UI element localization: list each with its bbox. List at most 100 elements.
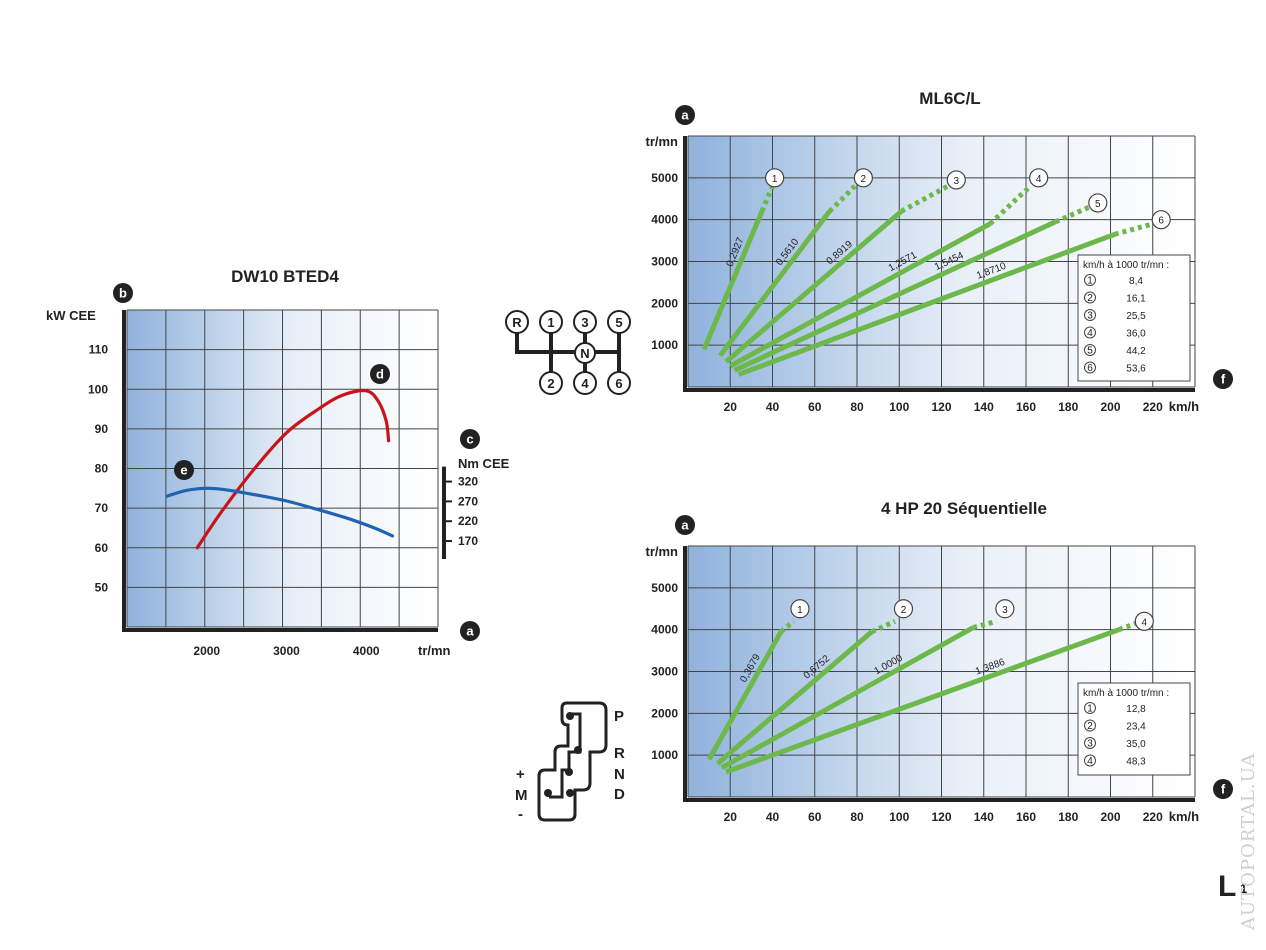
aut-legend-value: 23,4	[1126, 722, 1146, 733]
aut-gear-badge-circle	[790, 599, 810, 619]
engine-x-badge-circle	[460, 621, 480, 641]
selector-dot-r	[574, 746, 582, 754]
man-gear-3-line	[724, 209, 903, 364]
aut-legend-value: 48,3	[1126, 757, 1146, 768]
engine-x-axis-label: tr/mn	[418, 643, 451, 658]
svg-text:3: 3	[581, 315, 588, 330]
engine-torque-badge-letter: e	[180, 463, 187, 478]
selector-label-minus: -	[518, 806, 523, 823]
man-gear-badge-circle	[1088, 193, 1108, 213]
man-legend: km/h à 1000 tr/mn : 1 8,4 2 16,1 3 25,5 4 36,0 5 4…	[1077, 254, 1191, 382]
engine-y2-tick: 320	[458, 475, 478, 489]
manual-chart-marks: 10,292720,561030,891941,257151,545461,87…	[701, 168, 1191, 382]
engine-torque-badge-circle	[174, 460, 194, 480]
aut-y-badge: a	[675, 515, 695, 535]
aut-x-tick: 40	[766, 810, 780, 824]
man-gear-6-line	[737, 231, 1116, 377]
manual-gearbox-chart: ML6C/L atr/mn 1000 2000 3000 4000 5000 20 40 60 8…	[646, 89, 1233, 414]
aut-x-badge-letter: f	[1221, 782, 1226, 797]
man-y-tick: 3000	[651, 255, 678, 269]
man-legend-gear-circle	[1084, 291, 1096, 304]
man-gear-badge-circle	[1151, 210, 1171, 230]
aut-y-badge-circle	[675, 515, 695, 535]
engine-y-tick: 100	[88, 382, 108, 396]
svg-text:1: 1	[547, 315, 554, 330]
man-gear-3-dotted	[900, 184, 950, 214]
aut-gear-1-badge: 1	[790, 599, 810, 619]
aut-x-axis-label: km/h	[1169, 809, 1199, 824]
man-x-tick: 40	[766, 400, 780, 414]
aut-legend-value: 35,0	[1126, 739, 1146, 750]
engine-y-tick: 90	[95, 422, 109, 436]
engine-x-tick: 4000	[353, 644, 380, 658]
man-gear-badge-label: 4	[1036, 174, 1042, 185]
aut-gear-badge-circle	[1134, 611, 1154, 631]
aut-gear-2-line	[715, 629, 874, 766]
man-gear-badge-circle	[853, 168, 873, 188]
man-legend-gear-circle	[1084, 274, 1096, 286]
selector-dot-m	[544, 789, 552, 797]
aut-x-tick: 120	[931, 810, 951, 824]
man-legend-gear-circle	[1084, 344, 1096, 356]
man-gear-2-dotted	[827, 184, 857, 214]
aut-x-tick: 80	[850, 810, 864, 824]
aut-legend-title: km/h à 1000 tr/mn :	[1083, 688, 1169, 699]
aut-gear-3-line	[720, 625, 975, 770]
selector-label-r: R	[614, 745, 625, 762]
engine-y2-tick: 170	[458, 534, 478, 548]
man-y-badge-letter: a	[681, 108, 689, 123]
man-y-tick: 5000	[651, 171, 678, 185]
man-legend-value: 8,4	[1129, 276, 1143, 287]
man-x-tick: 160	[1016, 400, 1036, 414]
man-y-tick: 4000	[651, 213, 678, 227]
aut-legend: km/h à 1000 tr/mn : 1 12,8 2 23,4 3 35,0 4 48,3	[1077, 682, 1191, 776]
man-y-axis-label: tr/mn	[646, 134, 679, 149]
selector-label-p: P	[614, 708, 624, 725]
engine-y-axis-label: kW CEE	[46, 308, 96, 323]
man-gear-5-line	[733, 219, 1057, 373]
selector-label-d: D	[614, 786, 625, 803]
man-legend-gear: 5	[1087, 346, 1093, 357]
aut-x-tick: 20	[724, 810, 738, 824]
man-legend-gear: 6	[1087, 363, 1093, 374]
aut-legend-gear: 3	[1087, 739, 1093, 750]
aut-gear-2-badge: 2	[893, 599, 914, 619]
man-legend-gear: 2	[1087, 293, 1093, 304]
man-gear-badge-circle	[946, 170, 966, 190]
engine-y-tick: 60	[95, 541, 109, 555]
aut-x-tick: 200	[1100, 810, 1120, 824]
aut-x-badge: f	[1213, 779, 1233, 799]
engine-y2-badge-circle	[460, 429, 480, 449]
engine-x-tick: 2000	[193, 644, 220, 658]
page-mark: L	[1218, 870, 1236, 903]
selector-dot-d	[566, 789, 574, 797]
shift-knob-2: 2	[539, 371, 563, 395]
selector-gate-outline	[537, 701, 608, 822]
man-legend-value: 36,0	[1126, 329, 1146, 340]
engine-torque-curve	[165, 486, 395, 538]
man-legend-gear-circle	[1084, 309, 1096, 321]
aut-x-tick: 180	[1058, 810, 1078, 824]
shift-knob-5: 5	[607, 310, 631, 334]
engine-axis-shadow	[122, 310, 438, 632]
engine-power-badge-letter: d	[376, 367, 384, 382]
man-gear-badge-circle	[765, 168, 785, 188]
aut-gear-3-badge: 3	[995, 599, 1015, 619]
aut-x-tick: 60	[808, 810, 822, 824]
shift-knob-3: 3	[573, 310, 597, 334]
aut-legend-gear-circle	[1084, 737, 1096, 749]
man-legend-title: km/h à 1000 tr/mn :	[1083, 260, 1169, 271]
man-gear-4-badge: 4	[1029, 168, 1049, 188]
man-gear-2-badge: 2	[853, 168, 873, 188]
svg-text:6: 6	[615, 376, 622, 391]
selector-label-n: N	[614, 766, 625, 783]
engine-y-tick: 80	[95, 462, 109, 476]
shift-knob-1: 1	[539, 310, 563, 334]
auto-selector-gate-diagram: P R N D + M -	[515, 701, 625, 823]
aut-x-tick: 100	[889, 810, 909, 824]
man-x-tick: 60	[808, 400, 822, 414]
man-x-tick: 220	[1143, 400, 1163, 414]
man-gear-5-badge: 5	[1088, 193, 1108, 213]
auto-gearbox-chart: 4 HP 20 Séquentielle atr/mn 1000 2000 3000 4…	[646, 499, 1233, 824]
